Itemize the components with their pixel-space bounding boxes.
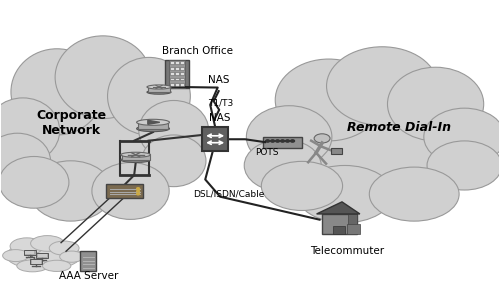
FancyBboxPatch shape xyxy=(169,60,184,88)
Circle shape xyxy=(276,140,280,142)
FancyBboxPatch shape xyxy=(348,214,358,234)
FancyBboxPatch shape xyxy=(333,226,345,234)
Text: POTS: POTS xyxy=(255,148,278,157)
FancyBboxPatch shape xyxy=(24,250,36,255)
FancyBboxPatch shape xyxy=(180,83,184,86)
Circle shape xyxy=(280,140,284,142)
Ellipse shape xyxy=(60,251,84,262)
FancyBboxPatch shape xyxy=(170,61,173,64)
Ellipse shape xyxy=(121,157,150,162)
Ellipse shape xyxy=(259,84,494,206)
FancyBboxPatch shape xyxy=(36,253,48,258)
FancyBboxPatch shape xyxy=(170,72,173,75)
Text: NAS: NAS xyxy=(208,75,229,85)
Polygon shape xyxy=(316,202,360,214)
FancyBboxPatch shape xyxy=(165,60,189,88)
Text: Branch Office: Branch Office xyxy=(162,46,234,56)
Text: NAS: NAS xyxy=(209,113,231,123)
Ellipse shape xyxy=(370,167,459,221)
Ellipse shape xyxy=(136,119,170,125)
FancyBboxPatch shape xyxy=(122,155,150,160)
FancyBboxPatch shape xyxy=(38,253,46,257)
Ellipse shape xyxy=(262,161,342,211)
FancyBboxPatch shape xyxy=(180,78,184,80)
Ellipse shape xyxy=(388,67,484,141)
Ellipse shape xyxy=(17,260,48,272)
FancyBboxPatch shape xyxy=(175,78,179,80)
FancyBboxPatch shape xyxy=(170,83,173,86)
Text: Telecommuter: Telecommuter xyxy=(310,246,384,256)
Circle shape xyxy=(136,188,140,189)
Circle shape xyxy=(286,140,290,142)
FancyBboxPatch shape xyxy=(32,260,40,264)
Ellipse shape xyxy=(55,36,151,119)
Text: Corporate
Network: Corporate Network xyxy=(36,109,106,137)
Ellipse shape xyxy=(0,157,69,208)
Ellipse shape xyxy=(246,106,332,168)
Ellipse shape xyxy=(11,49,103,135)
Ellipse shape xyxy=(42,260,71,271)
FancyBboxPatch shape xyxy=(175,67,179,70)
FancyBboxPatch shape xyxy=(262,137,302,148)
FancyBboxPatch shape xyxy=(106,184,143,197)
Ellipse shape xyxy=(92,162,169,220)
Ellipse shape xyxy=(6,242,81,270)
Ellipse shape xyxy=(142,135,206,187)
Ellipse shape xyxy=(427,141,500,190)
FancyBboxPatch shape xyxy=(322,214,358,234)
FancyBboxPatch shape xyxy=(330,148,342,154)
FancyBboxPatch shape xyxy=(170,67,173,70)
Ellipse shape xyxy=(0,98,60,163)
Text: Remote Dial-In: Remote Dial-In xyxy=(347,121,451,134)
Ellipse shape xyxy=(0,75,200,204)
Ellipse shape xyxy=(30,235,64,251)
FancyBboxPatch shape xyxy=(202,127,228,151)
Text: AAA Server: AAA Server xyxy=(58,271,118,281)
FancyBboxPatch shape xyxy=(138,122,168,129)
Ellipse shape xyxy=(121,152,150,157)
FancyBboxPatch shape xyxy=(180,67,184,70)
Ellipse shape xyxy=(296,166,393,223)
Ellipse shape xyxy=(139,100,208,161)
Text: DSL/ISDN/Cable: DSL/ISDN/Cable xyxy=(193,190,264,199)
Ellipse shape xyxy=(30,161,112,221)
Ellipse shape xyxy=(244,139,321,192)
FancyBboxPatch shape xyxy=(348,224,360,234)
Ellipse shape xyxy=(10,238,43,255)
Ellipse shape xyxy=(147,85,171,89)
Ellipse shape xyxy=(275,59,382,141)
FancyBboxPatch shape xyxy=(175,72,179,75)
Circle shape xyxy=(136,193,140,195)
Ellipse shape xyxy=(108,57,190,135)
Text: T1/T3: T1/T3 xyxy=(208,98,233,107)
Circle shape xyxy=(314,134,330,143)
FancyBboxPatch shape xyxy=(26,251,34,254)
FancyBboxPatch shape xyxy=(148,87,171,93)
Circle shape xyxy=(136,191,140,192)
Ellipse shape xyxy=(326,47,438,125)
FancyBboxPatch shape xyxy=(30,259,42,264)
Ellipse shape xyxy=(136,126,170,132)
FancyBboxPatch shape xyxy=(180,61,184,64)
Polygon shape xyxy=(148,120,160,124)
FancyBboxPatch shape xyxy=(80,251,96,271)
Ellipse shape xyxy=(0,133,50,188)
Circle shape xyxy=(290,140,294,142)
Ellipse shape xyxy=(49,241,79,255)
FancyBboxPatch shape xyxy=(170,78,173,80)
FancyBboxPatch shape xyxy=(175,83,179,86)
Circle shape xyxy=(266,140,270,142)
Ellipse shape xyxy=(147,90,171,94)
Circle shape xyxy=(270,140,274,142)
FancyBboxPatch shape xyxy=(180,72,184,75)
FancyBboxPatch shape xyxy=(175,61,179,64)
Ellipse shape xyxy=(2,250,29,262)
Ellipse shape xyxy=(424,108,500,166)
